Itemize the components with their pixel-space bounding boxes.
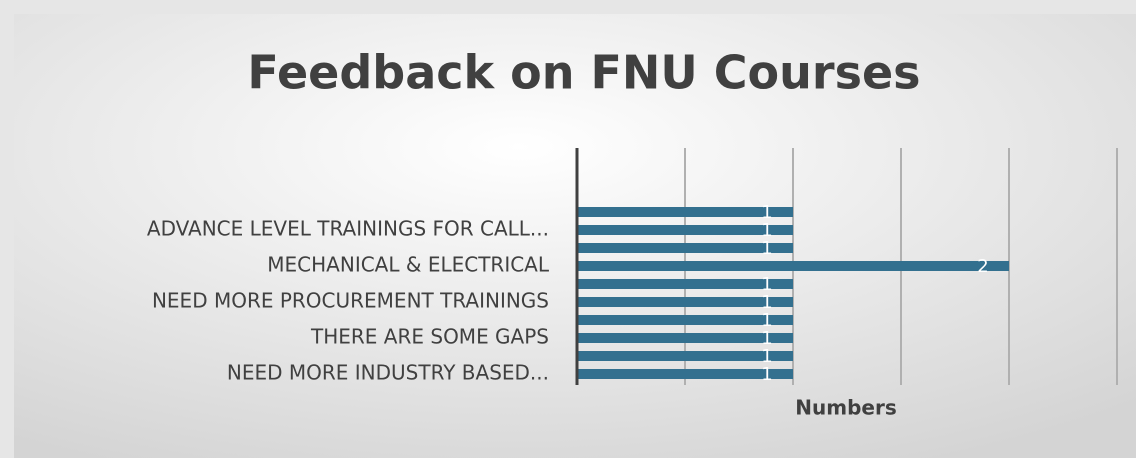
y-tick-label: NEED MORE PROCUREMENT TRAININGS <box>152 289 549 313</box>
data-label: 1 <box>761 238 772 259</box>
data-label: 1 <box>761 220 772 241</box>
bar <box>577 279 793 289</box>
data-label: 1 <box>761 310 772 331</box>
bar <box>577 333 793 343</box>
data-label: 2 <box>977 256 988 277</box>
data-label: 1 <box>761 328 772 349</box>
bar <box>577 225 793 235</box>
bar <box>577 351 793 361</box>
y-tick-label: THERE ARE SOME GAPS <box>310 325 549 349</box>
bar <box>577 207 793 217</box>
bar <box>577 243 793 253</box>
chart-panel <box>14 14 1136 458</box>
data-label: 1 <box>761 364 772 385</box>
x-axis-title: Numbers <box>795 396 896 420</box>
bar <box>577 297 793 307</box>
y-tick-label: ADVANCE LEVEL TRAININGS FOR CALL... <box>147 217 549 241</box>
chart-title: Feedback on FNU Courses <box>247 46 920 100</box>
bar <box>577 315 793 325</box>
data-label: 1 <box>761 346 772 367</box>
y-tick-label: NEED MORE INDUSTRY BASED... <box>227 361 549 385</box>
data-label: 1 <box>761 292 772 313</box>
data-label: 1 <box>761 274 772 295</box>
bar <box>577 261 1009 271</box>
y-tick-label: MECHANICAL & ELECTRICAL <box>267 253 550 277</box>
data-label: 1 <box>761 202 772 223</box>
bar <box>577 369 793 379</box>
